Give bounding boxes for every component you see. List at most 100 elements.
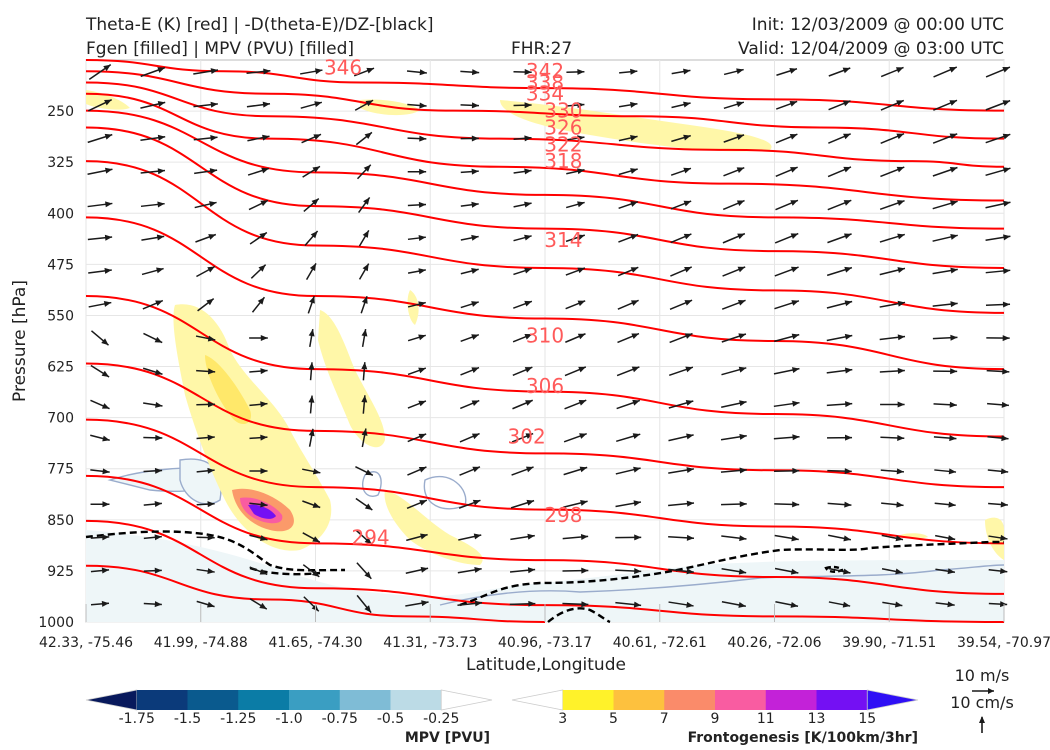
wind-arrow-head — [896, 166, 905, 173]
wind-arrow-head — [948, 501, 956, 508]
colorbar-end — [85, 689, 138, 711]
wind-arrow-head — [471, 201, 479, 208]
wind-arrow-head — [261, 167, 269, 174]
wind-arrow-head — [525, 400, 533, 406]
fgen-region-right — [985, 517, 1004, 560]
colorbar-tick-label: -1.75 — [119, 711, 155, 727]
wind-arrow-head — [792, 501, 800, 508]
wind-arrow-head — [471, 234, 479, 241]
wind-arrow-head — [262, 101, 271, 108]
fgen-region-main-inner — [205, 355, 251, 425]
wind-arrow-head — [686, 467, 694, 473]
wind-arrow-head — [791, 300, 799, 306]
wind-arrow-head — [896, 468, 904, 475]
wind-arrow-head — [524, 135, 532, 142]
wind-arrow-head — [844, 333, 853, 340]
wind-arrow-head — [630, 168, 638, 174]
wind-arrow-head — [361, 296, 368, 304]
wind-arrow-head — [471, 268, 479, 274]
wind-arrow-head — [739, 433, 747, 440]
wind-arrow-head — [686, 500, 694, 507]
wind-arrow-head — [844, 434, 853, 441]
wind-arrow-head — [579, 466, 588, 473]
wind-arrow-head — [896, 133, 905, 140]
wind-arrow-head — [897, 401, 905, 408]
wind-arrow-head — [209, 168, 218, 175]
theta-e-contour-line — [85, 70, 1005, 140]
y-tick-label: 850 — [47, 513, 74, 529]
theta-e-label: 326 — [544, 115, 582, 139]
wind-arrow-head — [685, 400, 694, 406]
wind-arrow-head — [581, 601, 589, 608]
colorbar-tick-label: 9 — [711, 711, 720, 727]
wind-arrow-head — [577, 267, 585, 274]
wind-arrow-head — [365, 469, 373, 476]
wind-arrow-head — [260, 334, 268, 341]
wind-arrow-head — [1002, 335, 1010, 342]
colorbar-tick-label: 11 — [757, 711, 775, 727]
wind-arrow-head — [471, 135, 479, 142]
wind-arrow-head — [684, 266, 692, 273]
wind-arrow-head — [845, 401, 853, 408]
wind-arrow-head — [418, 268, 426, 275]
wind-arrow-head — [843, 233, 852, 240]
wind-arrow-head — [790, 601, 799, 608]
x-tick-label: 42.33, -75.46 — [39, 635, 133, 651]
y-axis-label: Pressure [hPa] — [10, 280, 30, 402]
wind-arrow-head — [524, 201, 532, 208]
wind-arrow-head — [210, 135, 218, 141]
wind-vectors — [87, 64, 1011, 614]
wind-arrow-head — [157, 67, 165, 73]
wind-arrow-head — [260, 501, 268, 508]
wind-arrow-head — [157, 201, 165, 208]
theta-e-contour-line — [85, 92, 1005, 202]
wind-arrow-head — [309, 263, 317, 271]
wind-arrow-head — [738, 602, 746, 608]
wind-arrow-head — [420, 533, 428, 540]
wind-arrow-head — [260, 434, 268, 441]
theta-e-contour-line — [85, 474, 1005, 595]
x-tick-label: 40.26, -72.06 — [727, 635, 821, 651]
dashed-contour-5 — [824, 565, 844, 573]
wind-arrow-head — [950, 267, 958, 274]
wind-arrow-head — [792, 467, 800, 474]
wind-arrow-head — [308, 362, 315, 370]
colorbar-segment — [664, 690, 716, 710]
x-tick-label: 41.99, -74.88 — [154, 635, 248, 651]
wind-arrow-head — [524, 267, 532, 274]
wind-arrow-head — [739, 400, 747, 407]
wind-arrow-head — [842, 67, 851, 74]
colorbar-end — [866, 689, 919, 711]
dashed-contour-4 — [547, 607, 611, 624]
wind-arrow-head — [210, 68, 219, 75]
wind-arrow-head — [154, 501, 162, 508]
wind-arrow-head — [1003, 234, 1011, 241]
wind-arrow-head — [207, 335, 216, 342]
theta-e-contours — [85, 59, 1005, 623]
wind-arrow-head — [362, 230, 369, 238]
wind-arrow-head — [419, 500, 427, 506]
fgen-region-max-core — [248, 504, 276, 519]
wind-arrow-head — [895, 67, 904, 73]
y-tick-label: 475 — [47, 257, 74, 273]
dashed-contour-3 — [459, 540, 1004, 607]
theta-e-contour-line — [85, 216, 1005, 371]
wind-arrow-head — [154, 467, 163, 474]
wind-arrow-head — [842, 601, 851, 608]
wind-arrow-head — [364, 503, 373, 510]
colorbar-segment — [390, 690, 442, 710]
wind-arrow-head — [631, 366, 640, 373]
wind-arrow-head — [206, 298, 214, 306]
wind-arrow-head — [361, 428, 368, 436]
wind-arrow-head — [790, 167, 798, 173]
dashed-contour-1 — [85, 530, 346, 572]
wind-arrow-head — [948, 468, 957, 475]
wind-arrow-head — [632, 433, 641, 440]
wind-arrow-head — [577, 333, 586, 340]
wind-arrow-head — [686, 601, 694, 608]
wind-arrow-head — [1001, 401, 1009, 408]
wind-arrow-head — [949, 166, 958, 173]
wind-arrow-head — [364, 132, 372, 140]
fgen-colorbar: 3 5 7 9 11 13 15 — [511, 689, 919, 727]
wind-arrow-head — [361, 362, 368, 370]
